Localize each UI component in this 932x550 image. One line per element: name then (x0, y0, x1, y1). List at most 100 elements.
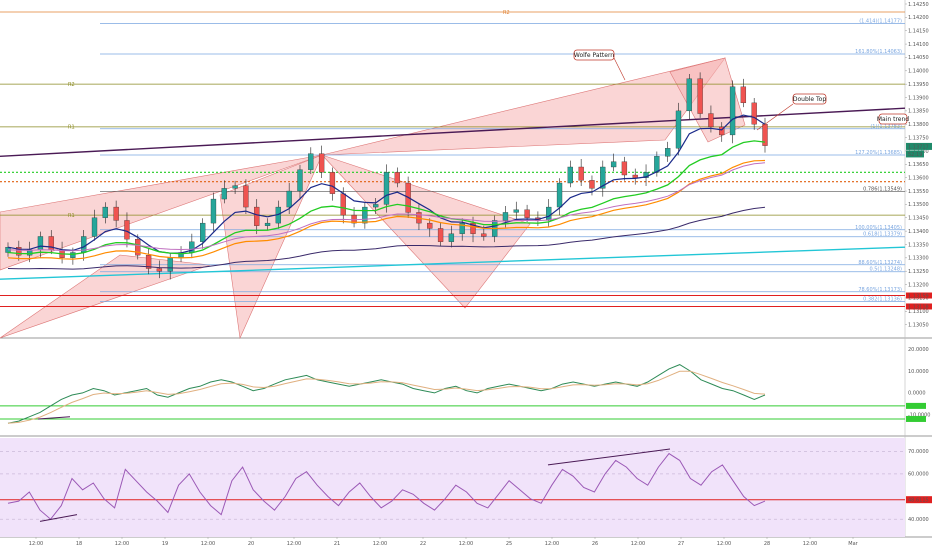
fib-level-label: (1)(1.13783) (870, 124, 902, 130)
osc1-tick-label: 0.0000 (908, 391, 926, 397)
candle-body (740, 86, 747, 104)
ema-purple-line (7, 162, 766, 252)
fib-level-label: 0.5(1.13248) (869, 267, 902, 273)
candle-body (362, 206, 368, 224)
price-tick-label: 1.13400 (908, 229, 929, 235)
pivot-label: R2 (68, 82, 75, 88)
double-top-pointer (756, 103, 794, 131)
candle-body (610, 161, 617, 168)
candle-body (729, 86, 736, 136)
candle-body (394, 172, 400, 184)
pattern-triangle (0, 254, 211, 339)
price-tick-label: 1.14050 (908, 55, 929, 61)
fib-level-label: 161.80%(1.14063) (855, 49, 902, 55)
date-tick-label: 21 (334, 541, 340, 547)
price-tick-label: 1.13900 (908, 95, 929, 101)
ema-fast-line (7, 114, 766, 254)
candle-body (427, 222, 433, 229)
date-tick-label: 12:00 (803, 541, 817, 547)
date-tick-label: Mar (848, 541, 858, 547)
osc2-trendline-high (547, 448, 671, 466)
candle-body (589, 180, 595, 189)
date-tick-label: 12:00 (115, 541, 129, 547)
main-trend-callout-box (878, 113, 908, 125)
candle-body (16, 247, 22, 256)
candle-body (124, 220, 130, 240)
candle-body (481, 233, 487, 237)
date-tick-label: 12:00 (373, 541, 387, 547)
fib-level-label: (1.414)(1.14177) (859, 19, 902, 25)
date-tick-label: 12:00 (29, 541, 43, 547)
price-tick-label: 1.13850 (908, 109, 929, 115)
candle-body (113, 206, 119, 221)
osc2-trendline-low (39, 514, 78, 522)
countdown-badge (906, 150, 924, 158)
candle-body (556, 182, 563, 208)
candle-body (308, 153, 314, 170)
candle-body (200, 222, 206, 242)
pattern-triangle (0, 154, 323, 271)
osc1-signal-line (7, 370, 766, 424)
candle-body (156, 268, 163, 272)
fib-level-label: 0.786(1.13549) (863, 186, 902, 192)
osc2-tick-label: 40.0000 (908, 517, 929, 523)
candle-body (437, 228, 444, 242)
date-tick-label: 18 (76, 541, 82, 547)
date-tick-label: 12:00 (201, 541, 215, 547)
price-tick-label: 1.13450 (908, 216, 929, 222)
candle-body (665, 148, 671, 157)
candle-body (37, 236, 44, 250)
candle-body (351, 214, 357, 224)
date-tick-label: 12:00 (287, 541, 301, 547)
main-trend-callout-label: Main trend (877, 116, 909, 123)
ema-green-line (7, 140, 766, 255)
candle-body (102, 206, 108, 218)
last-price-label: 1.13717 (908, 144, 929, 150)
candle-body (719, 126, 725, 136)
price-tick-label: 1.14000 (908, 69, 929, 75)
candle-body (708, 113, 714, 128)
candle-body (297, 169, 303, 192)
candle-body (232, 185, 238, 189)
candle-body (373, 204, 379, 208)
price-tick-label: 1.14200 (908, 15, 929, 21)
ema-orange-line (7, 159, 766, 260)
candle-body (578, 166, 584, 181)
candle-body (286, 190, 292, 208)
candle-body (697, 78, 703, 114)
candle-body (243, 185, 249, 208)
osc1-hline-badge (906, 415, 926, 422)
candle-body (167, 257, 173, 272)
date-tick-label: 26 (592, 541, 598, 547)
osc2-value-badge (906, 496, 932, 504)
candle-body (329, 172, 336, 194)
ema-slow-line (7, 206, 766, 270)
cyan-trend-line (0, 246, 906, 280)
candle-body (654, 156, 660, 173)
candle-body (600, 166, 606, 189)
candle-body (70, 252, 76, 258)
date-tick-label: 12:00 (631, 541, 645, 547)
candle-body (502, 212, 509, 221)
price-tick-label: 1.13750 (908, 135, 929, 141)
countdown-label: 52:19 (908, 152, 922, 158)
price-tick-label: 1.13300 (908, 256, 929, 262)
osc2-tick-label: 70.0000 (908, 449, 929, 455)
date-tick-label: 12:00 (545, 541, 559, 547)
candle-body (135, 238, 141, 256)
date-tick-label: 19 (162, 541, 168, 547)
candle-body (383, 172, 390, 205)
candle-body (513, 209, 519, 213)
price-tick-label: 1.14250 (908, 2, 929, 8)
candle-body (221, 188, 227, 200)
candle-body (621, 161, 628, 176)
wolfe-pattern-pointer (613, 57, 626, 81)
double-top-callout-box (792, 93, 827, 105)
red-level-label: 1.13118 (908, 304, 929, 310)
price-tick-label: 1.13500 (908, 202, 929, 208)
candle-body (546, 206, 552, 221)
candle-body (524, 209, 530, 218)
fib-level-label: 100.00%(1.13405) (855, 225, 902, 231)
